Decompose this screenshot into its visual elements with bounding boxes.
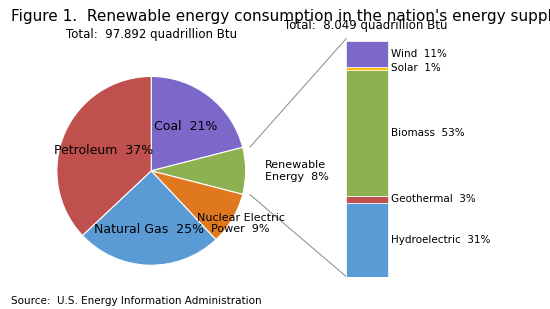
Text: Nuclear Electric
Power  9%: Nuclear Electric Power 9%: [196, 213, 284, 235]
Text: Petroleum  37%: Petroleum 37%: [54, 144, 153, 157]
Wedge shape: [82, 171, 216, 265]
Text: Wind  11%: Wind 11%: [391, 49, 447, 59]
Text: Total:  97.892 quadrillion Btu: Total: 97.892 quadrillion Btu: [65, 28, 237, 40]
Text: Hydroelectric  31%: Hydroelectric 31%: [391, 235, 491, 245]
Text: Renewable
Energy  8%: Renewable Energy 8%: [265, 160, 328, 182]
Text: Biomass  53%: Biomass 53%: [391, 128, 465, 138]
Wedge shape: [151, 76, 243, 171]
Text: Source:  U.S. Energy Information Administration: Source: U.S. Energy Information Administ…: [11, 296, 262, 306]
Bar: [346, 196, 388, 203]
Text: Geothermal  3%: Geothermal 3%: [391, 194, 476, 204]
Bar: [346, 70, 388, 196]
Text: Figure 1.  Renewable energy consumption in the nation's energy supply, 2010: Figure 1. Renewable energy consumption i…: [11, 9, 550, 24]
Text: Solar  1%: Solar 1%: [391, 63, 441, 73]
Text: Total:  8.049 quadrillion Btu: Total: 8.049 quadrillion Btu: [284, 19, 448, 32]
Wedge shape: [151, 147, 246, 194]
Bar: [346, 67, 388, 70]
Bar: [346, 203, 388, 277]
Text: Natural Gas  25%: Natural Gas 25%: [95, 223, 205, 236]
Wedge shape: [57, 76, 151, 235]
Bar: [346, 41, 388, 67]
Wedge shape: [151, 171, 243, 240]
Text: Coal  21%: Coal 21%: [154, 120, 218, 133]
